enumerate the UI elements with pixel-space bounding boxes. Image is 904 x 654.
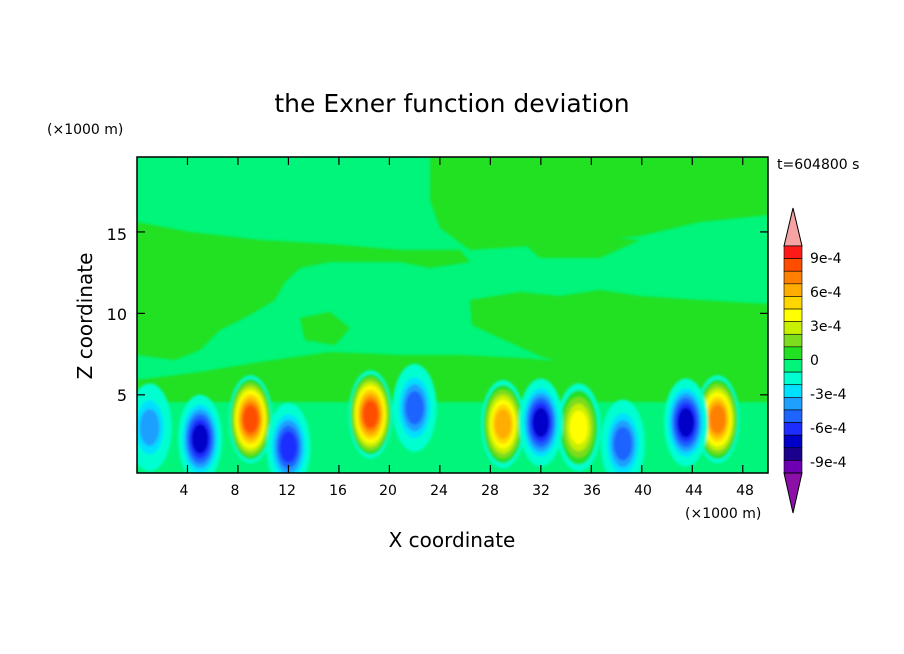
colorbar-segment: [783, 270, 803, 285]
x-tick-label: 40: [634, 483, 652, 499]
colorbar: 9e-4 6e-4 3e-4 0 -3e-4 -6e-4 -9e-4: [783, 207, 847, 514]
x-unit-label: (×1000 m): [685, 506, 761, 522]
x-tick-label: 4: [180, 483, 189, 499]
x-tick-label: 48: [736, 483, 754, 499]
colorbar-segment: [783, 447, 803, 461]
x-tick-label: 36: [583, 483, 601, 499]
contour-level: [362, 400, 379, 429]
x-axis-title: X coordinate: [389, 528, 516, 552]
contour-level: [405, 391, 424, 425]
colorbar-segment: [783, 397, 803, 411]
colorbar-label: 9e-4: [810, 251, 842, 267]
colorbar-label: -3e-4: [810, 387, 847, 403]
y-unit-label: (×1000 m): [47, 122, 123, 138]
colorbar-segment: [783, 371, 803, 386]
contour-level: [242, 405, 259, 434]
chart-title: the Exner function deviation: [274, 89, 629, 118]
colorbar-segments: [783, 245, 803, 474]
y-tick-marks: [137, 231, 768, 396]
contour-level: [191, 423, 209, 454]
mid-green-region: [137, 222, 470, 360]
contour-level: [139, 408, 160, 446]
colorbar-segment: [783, 333, 803, 348]
colorbar-segment: [783, 422, 803, 436]
colorbar-label: 3e-4: [810, 319, 842, 335]
colorbar-segment: [783, 409, 803, 423]
colorbar-segment: [783, 384, 803, 398]
contour-level: [613, 426, 633, 461]
contour-level: [279, 431, 298, 463]
y-axis-title: Z coordinate: [73, 253, 97, 380]
contour-blobs: [137, 363, 740, 473]
x-tick-label: 44: [685, 483, 703, 499]
contour-level: [532, 407, 550, 438]
x-tick-label: 28: [481, 483, 499, 499]
lower-green-band: [137, 352, 768, 402]
x-tick-label: 24: [430, 483, 448, 499]
x-tick-label: 12: [278, 483, 296, 499]
colorbar-bottom-arrow: [783, 472, 803, 514]
contour-level: [709, 404, 726, 434]
colorbar-segment: [783, 346, 803, 360]
plot-area: [137, 157, 768, 473]
y-axis: 5 10 15: [107, 225, 768, 405]
colorbar-label: 0: [810, 353, 819, 369]
y-tick-label: 15: [107, 225, 127, 244]
y-tick-label: 10: [107, 305, 127, 324]
contour-level: [677, 407, 695, 438]
colorbar-label: 6e-4: [810, 285, 842, 301]
colorbar-segment: [783, 283, 803, 297]
time-label: t=604800 s: [777, 157, 859, 173]
right-green-region: [470, 290, 768, 380]
colorbar-segment: [783, 258, 803, 272]
colorbar-top-arrow: [783, 207, 803, 247]
green-patch-1: [300, 312, 350, 345]
colorbar-segment: [783, 296, 803, 310]
x-tick-label: 32: [532, 483, 550, 499]
upper-green-region: [430, 157, 768, 250]
plot-frame: [136, 156, 769, 474]
colorbar-segment: [783, 434, 803, 449]
colorbar-segment: [783, 308, 803, 322]
y-tick-label: 5: [117, 386, 127, 405]
colorbar-segment: [783, 321, 803, 335]
colorbar-segment: [783, 359, 803, 373]
green-patch-2: [520, 235, 640, 258]
colorbar-label: -6e-4: [810, 421, 847, 437]
x-tick-label: 20: [379, 483, 397, 499]
colorbar-label: -9e-4: [810, 455, 847, 471]
contour-level: [494, 409, 512, 439]
colorbar-segment: [783, 245, 803, 259]
upper-zero-regions: [137, 157, 768, 402]
contour-level: [569, 410, 588, 445]
colorbar-segment: [783, 460, 803, 474]
x-tick-label: 16: [329, 483, 347, 499]
x-tick-label: 8: [231, 483, 240, 499]
x-axis: 4 8 12 16 20 24 28 32 36 40 44 48: [180, 157, 754, 499]
x-tick-marks: [186, 157, 744, 473]
